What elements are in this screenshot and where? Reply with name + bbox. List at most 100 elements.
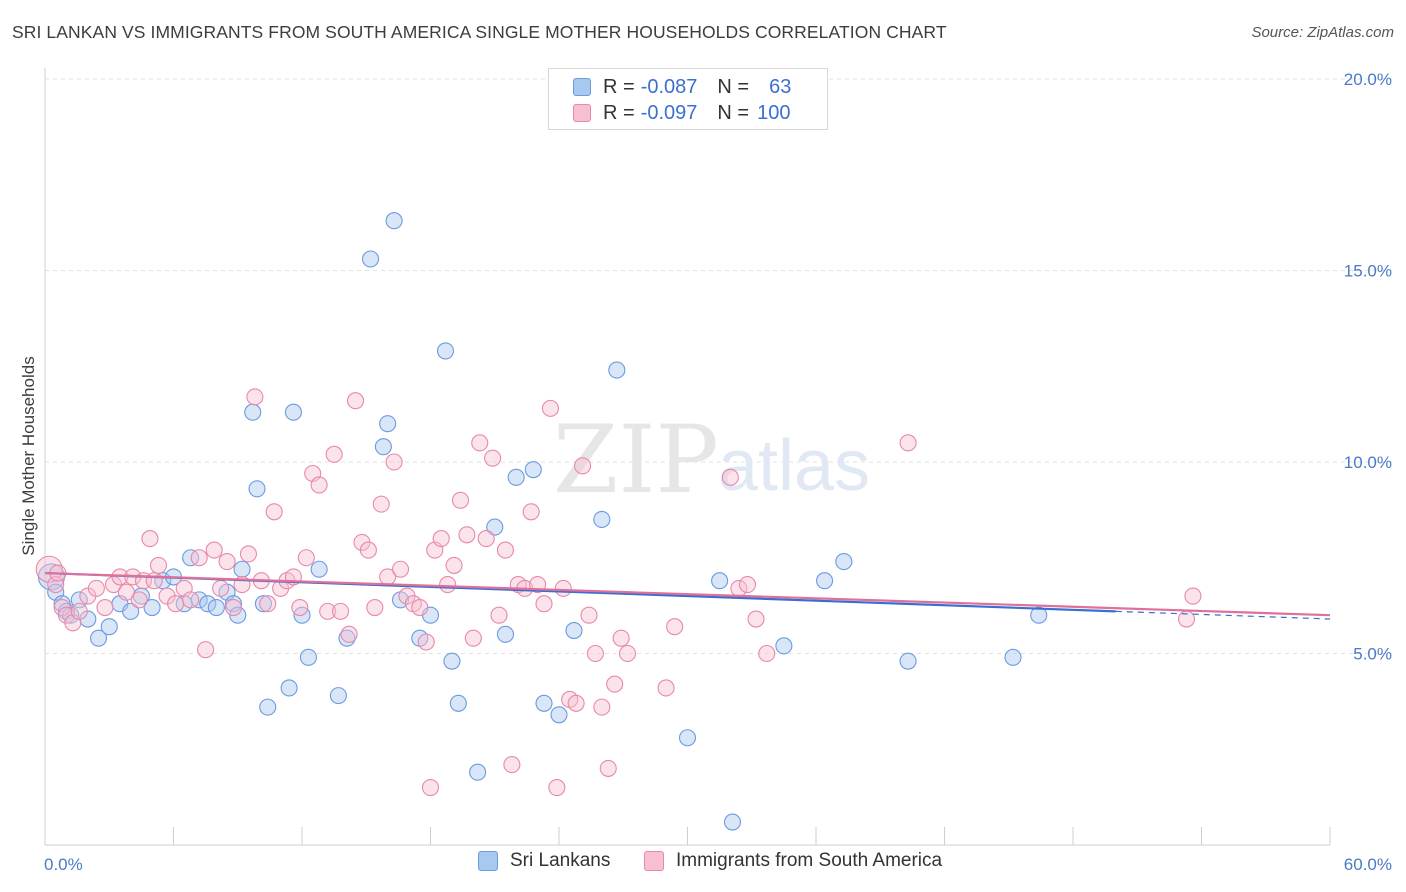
point-sri-lankans [190, 591, 208, 609]
point-sri-lankans [436, 342, 455, 360]
point-sri-lankans [199, 595, 217, 613]
point-sri-lankans [385, 212, 403, 230]
point-immigrants [197, 641, 215, 659]
point-immigrants [346, 392, 365, 410]
point-immigrants [391, 560, 410, 578]
point-immigrants [411, 598, 429, 617]
point-sri-lankans [496, 625, 515, 643]
chart-title: SRI LANKAN VS IMMIGRANTS FROM SOUTH AMER… [12, 22, 947, 42]
x-tick-label: 60.0% [1344, 855, 1392, 874]
point-immigrants [96, 598, 114, 617]
point-immigrants [417, 633, 435, 651]
legend-swatch-sri-lankans [573, 78, 591, 96]
point-sri-lankans [899, 652, 917, 670]
point-immigrants [385, 453, 403, 471]
legend-item-sri-lankans: Sri Lankans [478, 850, 610, 872]
point-sri-lankans [565, 621, 583, 640]
point-sri-lankans [486, 518, 504, 536]
point-immigrants [747, 610, 765, 628]
legend-row-sri-lankans: R = -0.087 N = 63 [573, 74, 791, 100]
legend-n-value: 63 [769, 75, 792, 98]
point-sri-lankans [299, 648, 317, 666]
legend-r-label: R = [603, 101, 635, 124]
point-sri-lankans [89, 629, 108, 647]
point-sri-lankans [244, 403, 262, 421]
point-sri-lankans [524, 461, 542, 479]
point-immigrants [586, 644, 604, 663]
point-immigrants [612, 629, 630, 647]
point-immigrants [366, 598, 384, 617]
point-immigrants [291, 598, 309, 617]
point-sri-lankans [259, 698, 277, 716]
point-immigrants [218, 553, 236, 571]
point-immigrants [503, 756, 521, 774]
point-immigrants [331, 602, 350, 620]
point-sri-lankans [100, 618, 118, 636]
point-sri-lankans [550, 706, 568, 724]
point-immigrants [239, 545, 258, 563]
point-immigrants [899, 434, 917, 452]
point-immigrants [580, 606, 598, 624]
legend-label-sri-lankans: Sri Lankans [510, 850, 611, 871]
point-immigrants [325, 445, 343, 463]
point-immigrants [535, 595, 553, 613]
legend-n-value: 100 [757, 101, 791, 124]
point-immigrants [297, 549, 315, 567]
stats-legend: R = -0.087 N = 63 R = -0.097 N = 100 [548, 68, 828, 130]
point-immigrants [451, 491, 470, 509]
point-immigrants [319, 602, 337, 620]
point-immigrants [618, 644, 637, 663]
point-immigrants [458, 526, 476, 544]
legend-r-value: -0.087 [640, 75, 698, 98]
watermark-zip: ZIP [553, 406, 719, 515]
point-immigrants [310, 476, 328, 494]
point-immigrants [445, 556, 463, 574]
series-legend: Sri Lankans Immigrants from South Americ… [0, 850, 1406, 878]
point-sri-lankans [143, 598, 161, 617]
point-immigrants [548, 778, 566, 797]
point-immigrants [522, 503, 540, 521]
legend-n-label: N = [717, 101, 750, 124]
point-immigrants [265, 503, 283, 521]
point-sri-lankans [678, 729, 697, 747]
point-immigrants [359, 541, 377, 559]
y-tick-label: 5.0% [1353, 645, 1392, 664]
point-immigrants [141, 530, 159, 548]
point-sri-lankans [233, 560, 251, 578]
trend-line-immigrants [44, 571, 1331, 617]
legend-r-label: R = [603, 75, 635, 98]
legend-n-label: N = [717, 75, 750, 98]
legend-swatch-sri-lankans [478, 851, 498, 871]
point-sri-lankans [379, 415, 397, 433]
point-sri-lankans [593, 510, 611, 529]
point-sri-lankans [207, 598, 225, 617]
point-immigrants [145, 572, 163, 590]
point-sri-lankans [449, 694, 467, 712]
point-sri-lankans [280, 679, 298, 697]
y-tick-label: 20.0% [1344, 70, 1392, 89]
legend-swatch-immigrants [573, 104, 591, 122]
legend-label-immigrants: Immigrants from South America [676, 850, 943, 871]
point-immigrants [340, 625, 358, 643]
point-sri-lankans [1004, 648, 1022, 666]
point-immigrants [246, 388, 264, 406]
point-sri-lankans [254, 595, 273, 613]
point-immigrants [657, 679, 675, 697]
point-sri-lankans [361, 250, 380, 268]
trend-extension-sri-lankans [1115, 610, 1331, 620]
legend-item-immigrants: Immigrants from South America [644, 850, 942, 872]
point-immigrants [599, 759, 617, 777]
point-sri-lankans [608, 361, 626, 379]
point-immigrants [541, 399, 559, 417]
point-immigrants [372, 495, 390, 513]
point-immigrants [130, 591, 148, 609]
y-tick-label: 15.0% [1344, 262, 1392, 281]
point-immigrants [432, 530, 450, 548]
point-immigrants [738, 576, 757, 594]
point-immigrants [721, 468, 739, 486]
point-immigrants [117, 583, 135, 601]
point-sri-lankans [816, 572, 834, 590]
point-sri-lankans [374, 438, 392, 456]
tick-labels: 5.0% 10.0% 15.0% 20.0% 0.0% 60.0% [44, 70, 1392, 874]
